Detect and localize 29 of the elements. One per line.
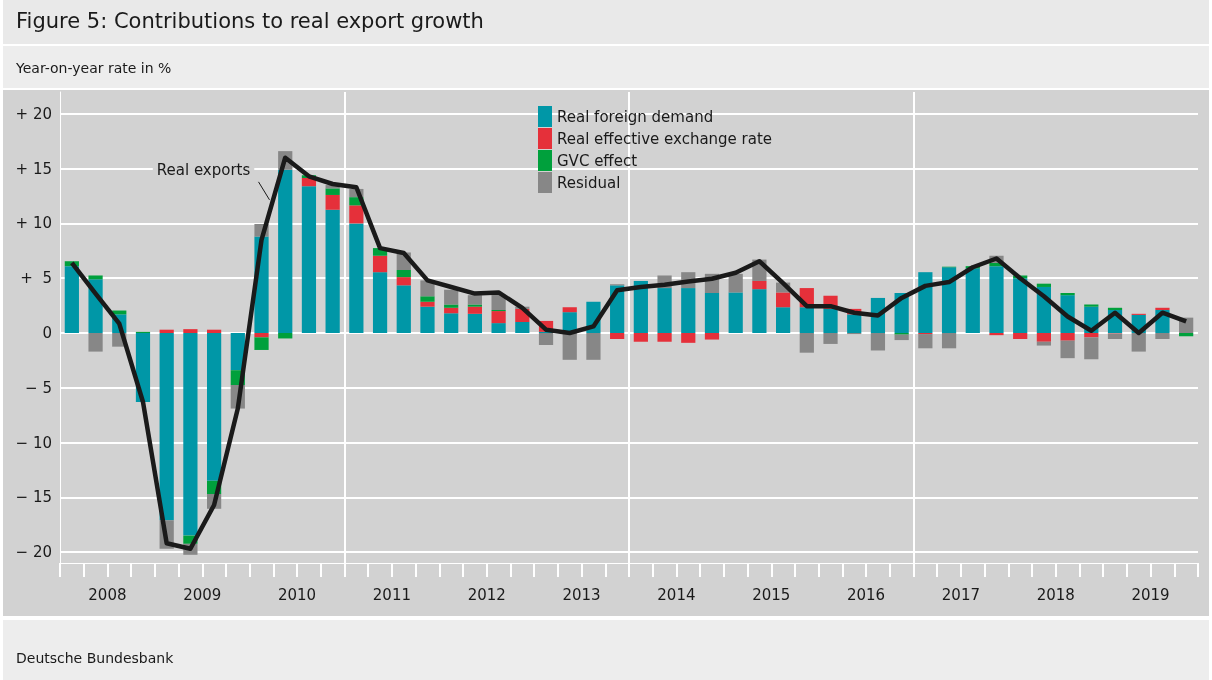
legend-label: Residual — [557, 173, 621, 192]
x-tick-label: 2010 — [277, 585, 317, 604]
y-tick-label: + 15 — [15, 159, 52, 178]
x-tick-label: 2009 — [183, 585, 222, 604]
x-tick-label: 2013 — [562, 585, 601, 604]
y-tick-label: − 20 — [15, 543, 52, 562]
x-tick-label: 2015 — [752, 585, 791, 604]
x-tick-label: 2016 — [846, 585, 886, 604]
y-tick-label: 0 — [42, 323, 52, 342]
y-axis-title: Year-on-year rate in % — [16, 60, 172, 76]
y-tick-label: − 15 — [15, 488, 52, 507]
chart-title: Figure 5: Contributions to real export growth — [16, 9, 484, 33]
series-label: Real exports — [156, 160, 251, 179]
y-tick-label: − 5 — [25, 378, 52, 397]
y-tick-label: + 20 — [15, 104, 52, 123]
y-tick-label: + 5 — [20, 269, 52, 288]
legend-label: Real foreign demand — [557, 107, 714, 126]
x-tick-label: 2008 — [88, 585, 127, 604]
legend-label: Real effective exchange rate — [557, 129, 773, 148]
x-tick-label: 2014 — [657, 585, 696, 604]
x-tick-label: 2012 — [467, 585, 506, 604]
legend-label: GVC effect — [557, 151, 638, 170]
y-tick-label: + 10 — [15, 214, 52, 233]
x-tick-label: 2018 — [1036, 585, 1075, 604]
x-tick-label: 2019 — [1131, 585, 1170, 604]
y-tick-label: − 10 — [15, 433, 52, 452]
x-tick-label: 2017 — [941, 585, 981, 604]
text: Deutsche Bundesbank — [16, 650, 174, 666]
x-tick-label: 2011 — [372, 585, 412, 604]
